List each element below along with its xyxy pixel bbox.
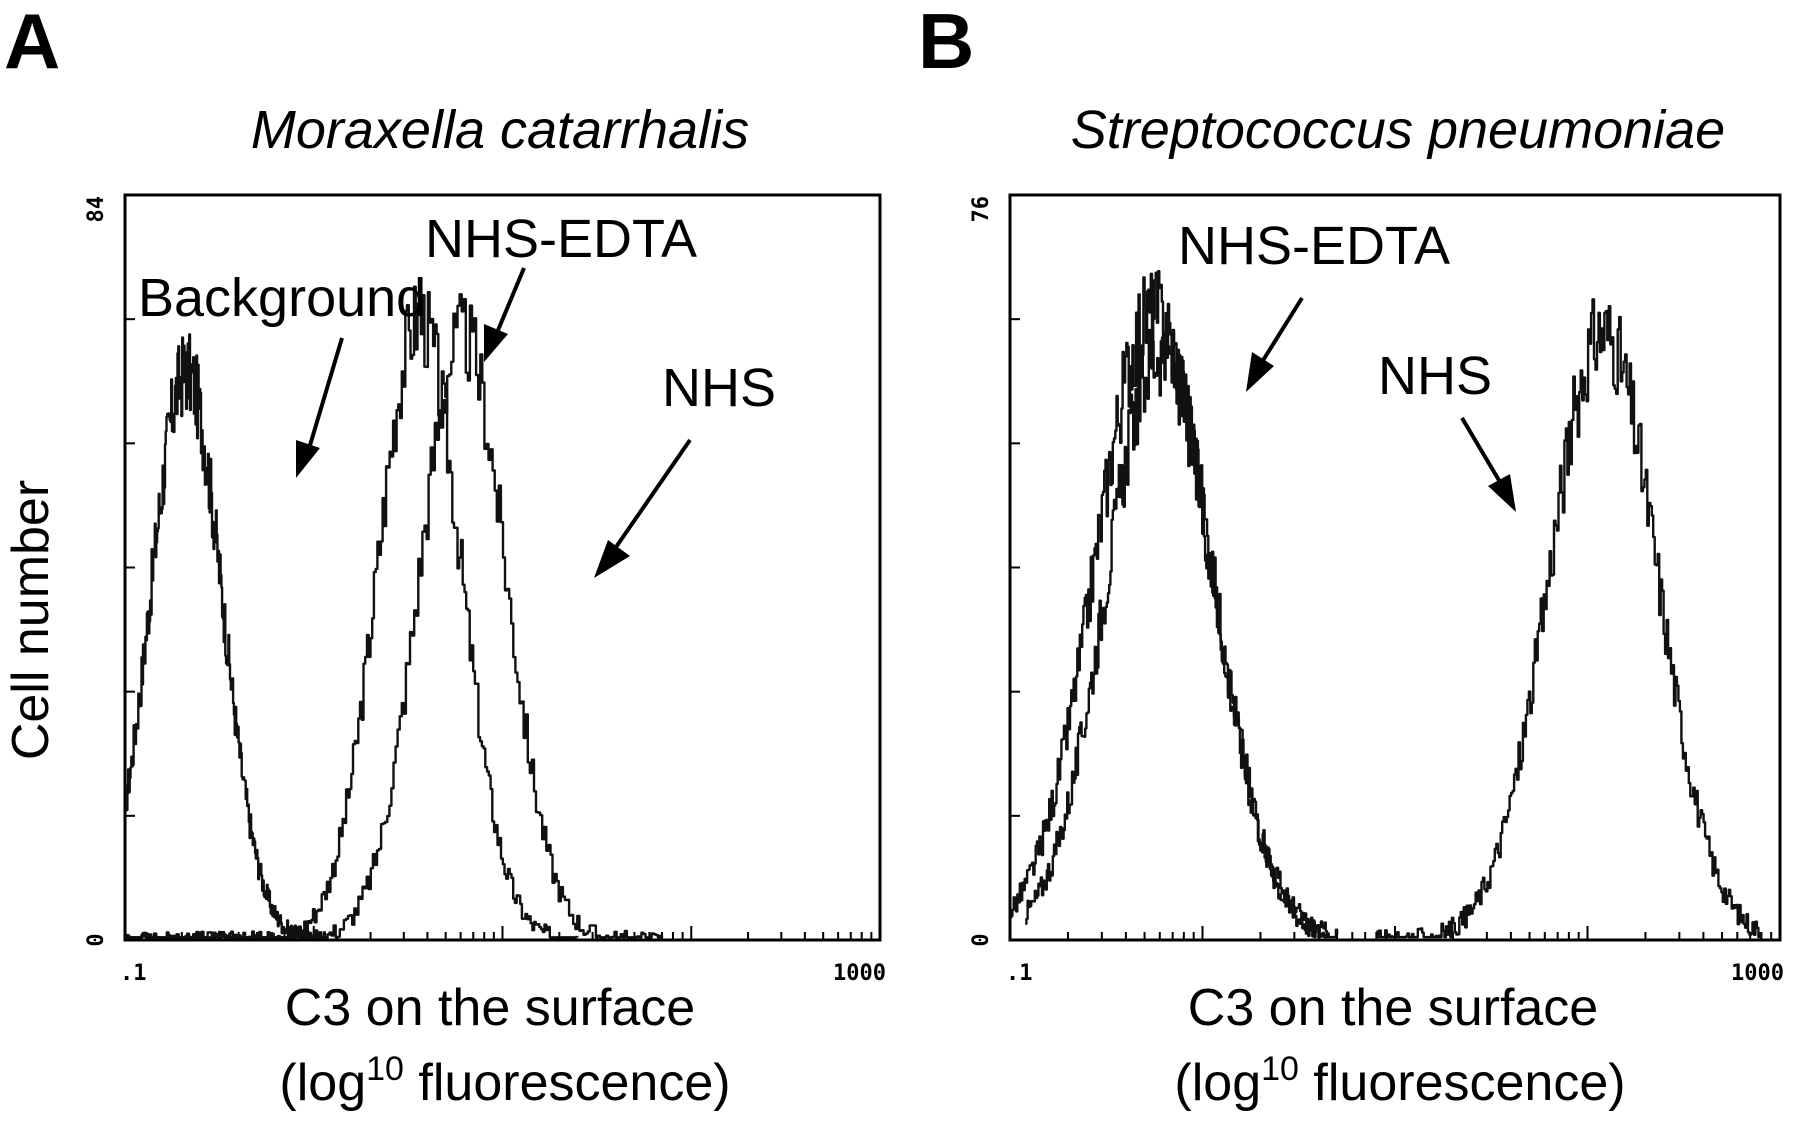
panel-b-arrow-nhs-edta-line	[1260, 296, 1304, 364]
panel-b-x-tick-min: .1	[1006, 961, 1033, 986]
panel-a-y-tick-zero: 0	[84, 933, 109, 946]
panel-b-y-tick-top: 76	[969, 196, 994, 223]
panel-b-y-tick-zero: 0	[969, 933, 994, 946]
panel-a-x-tick-max: 1000	[833, 961, 886, 986]
panel-b: B Streptococcus pneumoniae 76 0 .1 1000 …	[918, 0, 1784, 1112]
panel-b-x-tick-max: 1000	[1731, 961, 1784, 986]
panel-b-title: Streptococcus pneumoniae	[1071, 100, 1725, 160]
panel-a-label-nhs-edta: NHS-EDTA	[425, 209, 697, 269]
panel-b-arrow-nhs-line	[1460, 416, 1502, 484]
panel-a-title: Moraxella catarrhalis	[251, 100, 749, 160]
panel-b-series-nhs-edta-1	[1025, 311, 1339, 939]
panel-a-arrow-nhs-edta-head	[484, 324, 508, 362]
panel-b-series	[1010, 270, 1763, 939]
panel-b-arrow-nhs-head	[1488, 474, 1516, 512]
panel-b-x-axis-label-line2: (log10 fluorescence)	[1174, 1050, 1625, 1112]
panel-letter-a: A	[4, 0, 60, 85]
panel-a-arrow-nhs-head	[594, 540, 630, 578]
panel-a-label-background: Background	[138, 268, 426, 328]
panel-a-series-nhs-2	[125, 293, 664, 939]
panel-a-series	[124, 285, 664, 939]
panel-a-arrow-background-head	[296, 440, 320, 478]
panel-a-arrow-nhs-line	[612, 438, 692, 552]
panel-a-label-nhs: NHS	[662, 358, 776, 418]
panel-a-y-tick-top: 84	[84, 196, 109, 223]
panel-a-series-background-0	[124, 333, 330, 939]
panel-b-series-nhs-2	[1376, 298, 1763, 939]
panel-a-arrow-background-line	[306, 337, 344, 453]
panel-a: A Moraxella catarrhalis Cell number 84 0…	[2, 0, 886, 1112]
panel-b-axis-ticks	[1009, 194, 1781, 941]
panel-b-arrow-nhs-edta-head	[1246, 352, 1274, 392]
panel-a-x-axis-label-line1: C3 on the surface	[285, 979, 695, 1037]
panel-b-label-nhs: NHS	[1378, 346, 1492, 406]
panel-a-x-tick-min: .1	[120, 961, 147, 986]
panel-b-plot-frame	[1008, 193, 1782, 942]
panel-b-x-axis-label-line1: C3 on the surface	[1188, 979, 1598, 1037]
panel-a-x-axis-label-line2: (log10 fluorescence)	[279, 1050, 730, 1112]
panel-b-label-nhs-edta: NHS-EDTA	[1178, 216, 1450, 276]
panel-letter-b: B	[918, 0, 974, 85]
panel-a-arrow-nhs-edta-line	[494, 267, 526, 336]
panel-a-y-axis-label: Cell number	[2, 480, 60, 760]
